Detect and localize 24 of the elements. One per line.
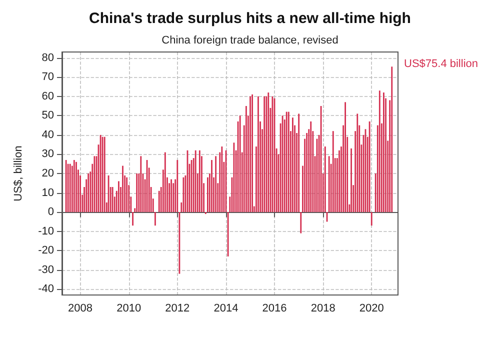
y-tick-label: 30 — [42, 148, 54, 160]
x-tick-label: 2008 — [68, 302, 93, 314]
x-tick-label: 2012 — [165, 302, 190, 314]
annotation: US$75.4 billion — [404, 58, 478, 70]
x-tick-label: 2020 — [359, 302, 384, 314]
y-tick-label: 20 — [42, 168, 54, 180]
y-tick-label: 50 — [42, 110, 54, 122]
y-axis-title: US$, billion — [12, 146, 24, 202]
y-tick-label: -40 — [38, 283, 54, 296]
y-tick-label: 80 — [42, 52, 54, 64]
y-tick-label: 0 — [48, 206, 54, 218]
chart-subtitle: China foreign trade balance, revised — [162, 34, 338, 46]
x-tick-label: 2016 — [262, 302, 287, 314]
x-tick-label: 2018 — [310, 302, 336, 314]
y-tick-label: -30 — [38, 264, 54, 276]
y-tick-label: -20 — [38, 244, 54, 257]
y-tick-label: 60 — [42, 90, 54, 102]
y-tick-label: 10 — [42, 186, 54, 199]
y-tick-label: 40 — [42, 128, 54, 141]
y-tick-label: -10 — [38, 225, 54, 238]
y-tick-label: 70 — [42, 71, 54, 84]
x-tick-label: 2010 — [116, 302, 142, 314]
chart-title: China's trade surplus hits a new all-time high — [89, 10, 411, 27]
x-tick-label: 2014 — [214, 302, 238, 314]
